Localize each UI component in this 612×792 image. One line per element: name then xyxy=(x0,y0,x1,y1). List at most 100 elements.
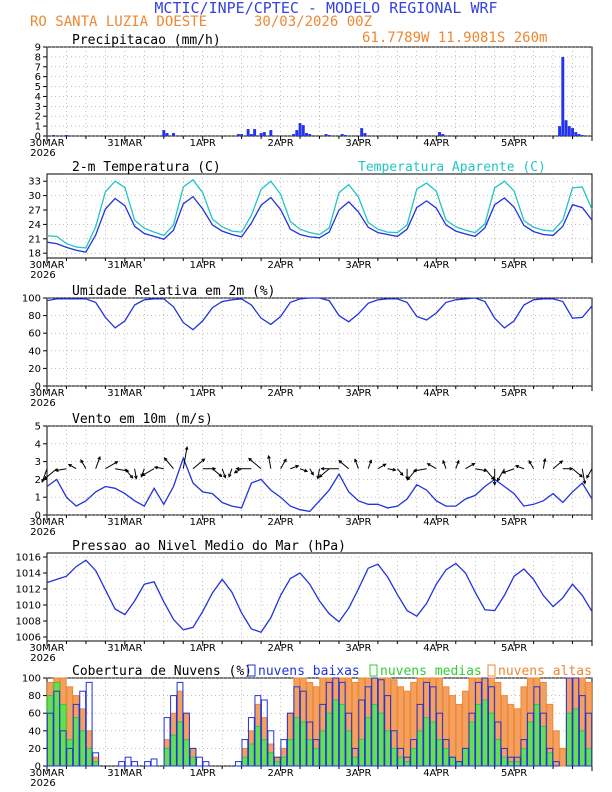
wind-arrow-head xyxy=(80,459,84,464)
precip-bar xyxy=(295,130,299,136)
wind-arrow xyxy=(124,468,133,479)
cloud-low-bar xyxy=(468,712,476,767)
cloud-low-bar xyxy=(475,681,482,767)
wind-arrow-head xyxy=(338,459,343,464)
y-tick-label: 40 xyxy=(28,726,41,737)
wind-arrow-head xyxy=(586,474,590,479)
cloud-mid-bar xyxy=(500,756,508,767)
cloud-mid-bar xyxy=(59,703,67,767)
cloud-low-bar xyxy=(170,695,177,767)
cloud-mid-bar xyxy=(384,730,392,767)
wind-arrow-head xyxy=(492,481,497,486)
x-tick-label: 3APR xyxy=(345,138,371,149)
x-year-label: 2026 xyxy=(30,270,55,281)
y-tick-label: 1 xyxy=(35,122,41,133)
cloud-mid-bar xyxy=(520,747,528,767)
cloud-mid-bar xyxy=(267,752,275,767)
x-tick-label: 1APR xyxy=(190,768,216,779)
panel-title: Cobertura de Nuvens (%) xyxy=(72,664,252,679)
cloud-high-bar xyxy=(403,690,411,767)
precip-bar xyxy=(558,126,562,136)
wind-arrow xyxy=(552,460,563,470)
x-tick-label: 4APR xyxy=(423,768,449,779)
wind-arrow xyxy=(396,468,404,476)
cloud-low-bar xyxy=(79,690,87,767)
cloud-mid-bar xyxy=(247,743,255,767)
precip-bar xyxy=(305,133,308,136)
wind-arrow xyxy=(248,458,262,470)
cloud-low-bar xyxy=(429,686,437,767)
cloud-low-bar xyxy=(312,739,320,767)
wind-arrow-head xyxy=(201,458,206,463)
wind-arrow-head xyxy=(354,458,358,463)
wind-arrow xyxy=(354,459,359,469)
cloud-low-bar xyxy=(196,756,203,767)
y-tick-label: 9 xyxy=(35,43,41,54)
panel-pres: 1006 1008 1010 1012 1014 1016 30MAR 31MAR 1APR 2A… xyxy=(16,539,593,664)
header-title: MCTIC/INPE/CPTEC - MODELO REGIONAL WRF xyxy=(154,0,497,17)
wind-arrow xyxy=(338,460,350,470)
cloud-mid-bar xyxy=(183,739,190,767)
precip-bar xyxy=(162,130,166,136)
y-tick-label: 1012 xyxy=(16,585,41,596)
cloud-mid-bar xyxy=(260,739,268,767)
precip-bar xyxy=(438,132,441,136)
wind-arrow-head xyxy=(399,472,404,477)
y-tick-label: 2 xyxy=(35,112,41,123)
cloud-low-bar xyxy=(481,677,489,767)
cloud-mid-bar xyxy=(241,756,249,767)
cloud-low-bar xyxy=(500,747,508,767)
cloud-low-bar xyxy=(124,756,132,767)
cloud-low-bar xyxy=(585,712,593,767)
y-tick-label: 1010 xyxy=(16,601,41,612)
x-tick-label: 31MAR xyxy=(107,260,142,271)
cloud-low-bar xyxy=(241,739,249,767)
cloud-mid-bar xyxy=(442,747,450,767)
wind-arrow-head xyxy=(304,468,309,473)
cloud-high-bar xyxy=(455,703,463,767)
cloud-mid-bar xyxy=(170,734,177,767)
wind-arrow xyxy=(581,468,586,484)
panel-wind: 0 1 2 3 4 5 30MAR 31MAR 1APR 2APR 3APR 4APR 5APR 2026… xyxy=(29,412,593,538)
precip-bar xyxy=(324,134,328,136)
y-tick-label: 40 xyxy=(28,346,41,357)
x-tick-label: 1APR xyxy=(190,388,216,399)
y-tick-label: 1016 xyxy=(16,553,41,564)
cloud-low-bar xyxy=(189,747,197,767)
series-line-pressao xyxy=(46,559,593,633)
y-tick-label: 3 xyxy=(35,102,41,113)
cloud-mid-bar xyxy=(397,756,405,767)
wind-arrow-head xyxy=(501,470,506,474)
cloud-low-bar xyxy=(552,761,560,767)
y-tick-label: 33 xyxy=(28,177,41,188)
cloud-low-bar xyxy=(286,712,294,767)
y-tick-label: 7 xyxy=(35,62,41,73)
cloud-mid-bar xyxy=(176,721,184,767)
wind-arrow xyxy=(309,468,314,476)
wind-arrow-head xyxy=(471,462,476,467)
y-tick-label: 20 xyxy=(28,364,41,375)
wind-arrow-head xyxy=(406,476,411,481)
cloud-low-bar xyxy=(358,699,366,767)
legend-swatch xyxy=(487,664,496,677)
cloud-mid-bar xyxy=(390,747,398,767)
cloud-high-bar xyxy=(500,695,508,767)
cloud-low-bar xyxy=(442,739,450,767)
wind-arrow-head xyxy=(412,468,417,473)
x-tick-label: 4APR xyxy=(423,260,449,271)
y-tick-label: 24 xyxy=(28,220,41,231)
cloud-mid-bar xyxy=(332,699,340,767)
cloud-low-bar xyxy=(325,681,333,767)
x-tick-label: 30MAR xyxy=(29,260,64,271)
wind-arrow xyxy=(465,463,475,470)
y-tick-label: 1006 xyxy=(16,633,41,644)
wind-arrow xyxy=(377,463,386,470)
x-tick-label: 5APR xyxy=(501,517,527,528)
precip-bar xyxy=(343,135,347,136)
y-tick-label: 8 xyxy=(35,52,41,63)
cloud-mid-bar xyxy=(325,712,333,767)
precip-bar xyxy=(360,128,364,136)
cloud-low-bar xyxy=(578,695,586,767)
wind-arrow xyxy=(387,468,396,471)
cloud-mid-bar xyxy=(358,739,366,767)
